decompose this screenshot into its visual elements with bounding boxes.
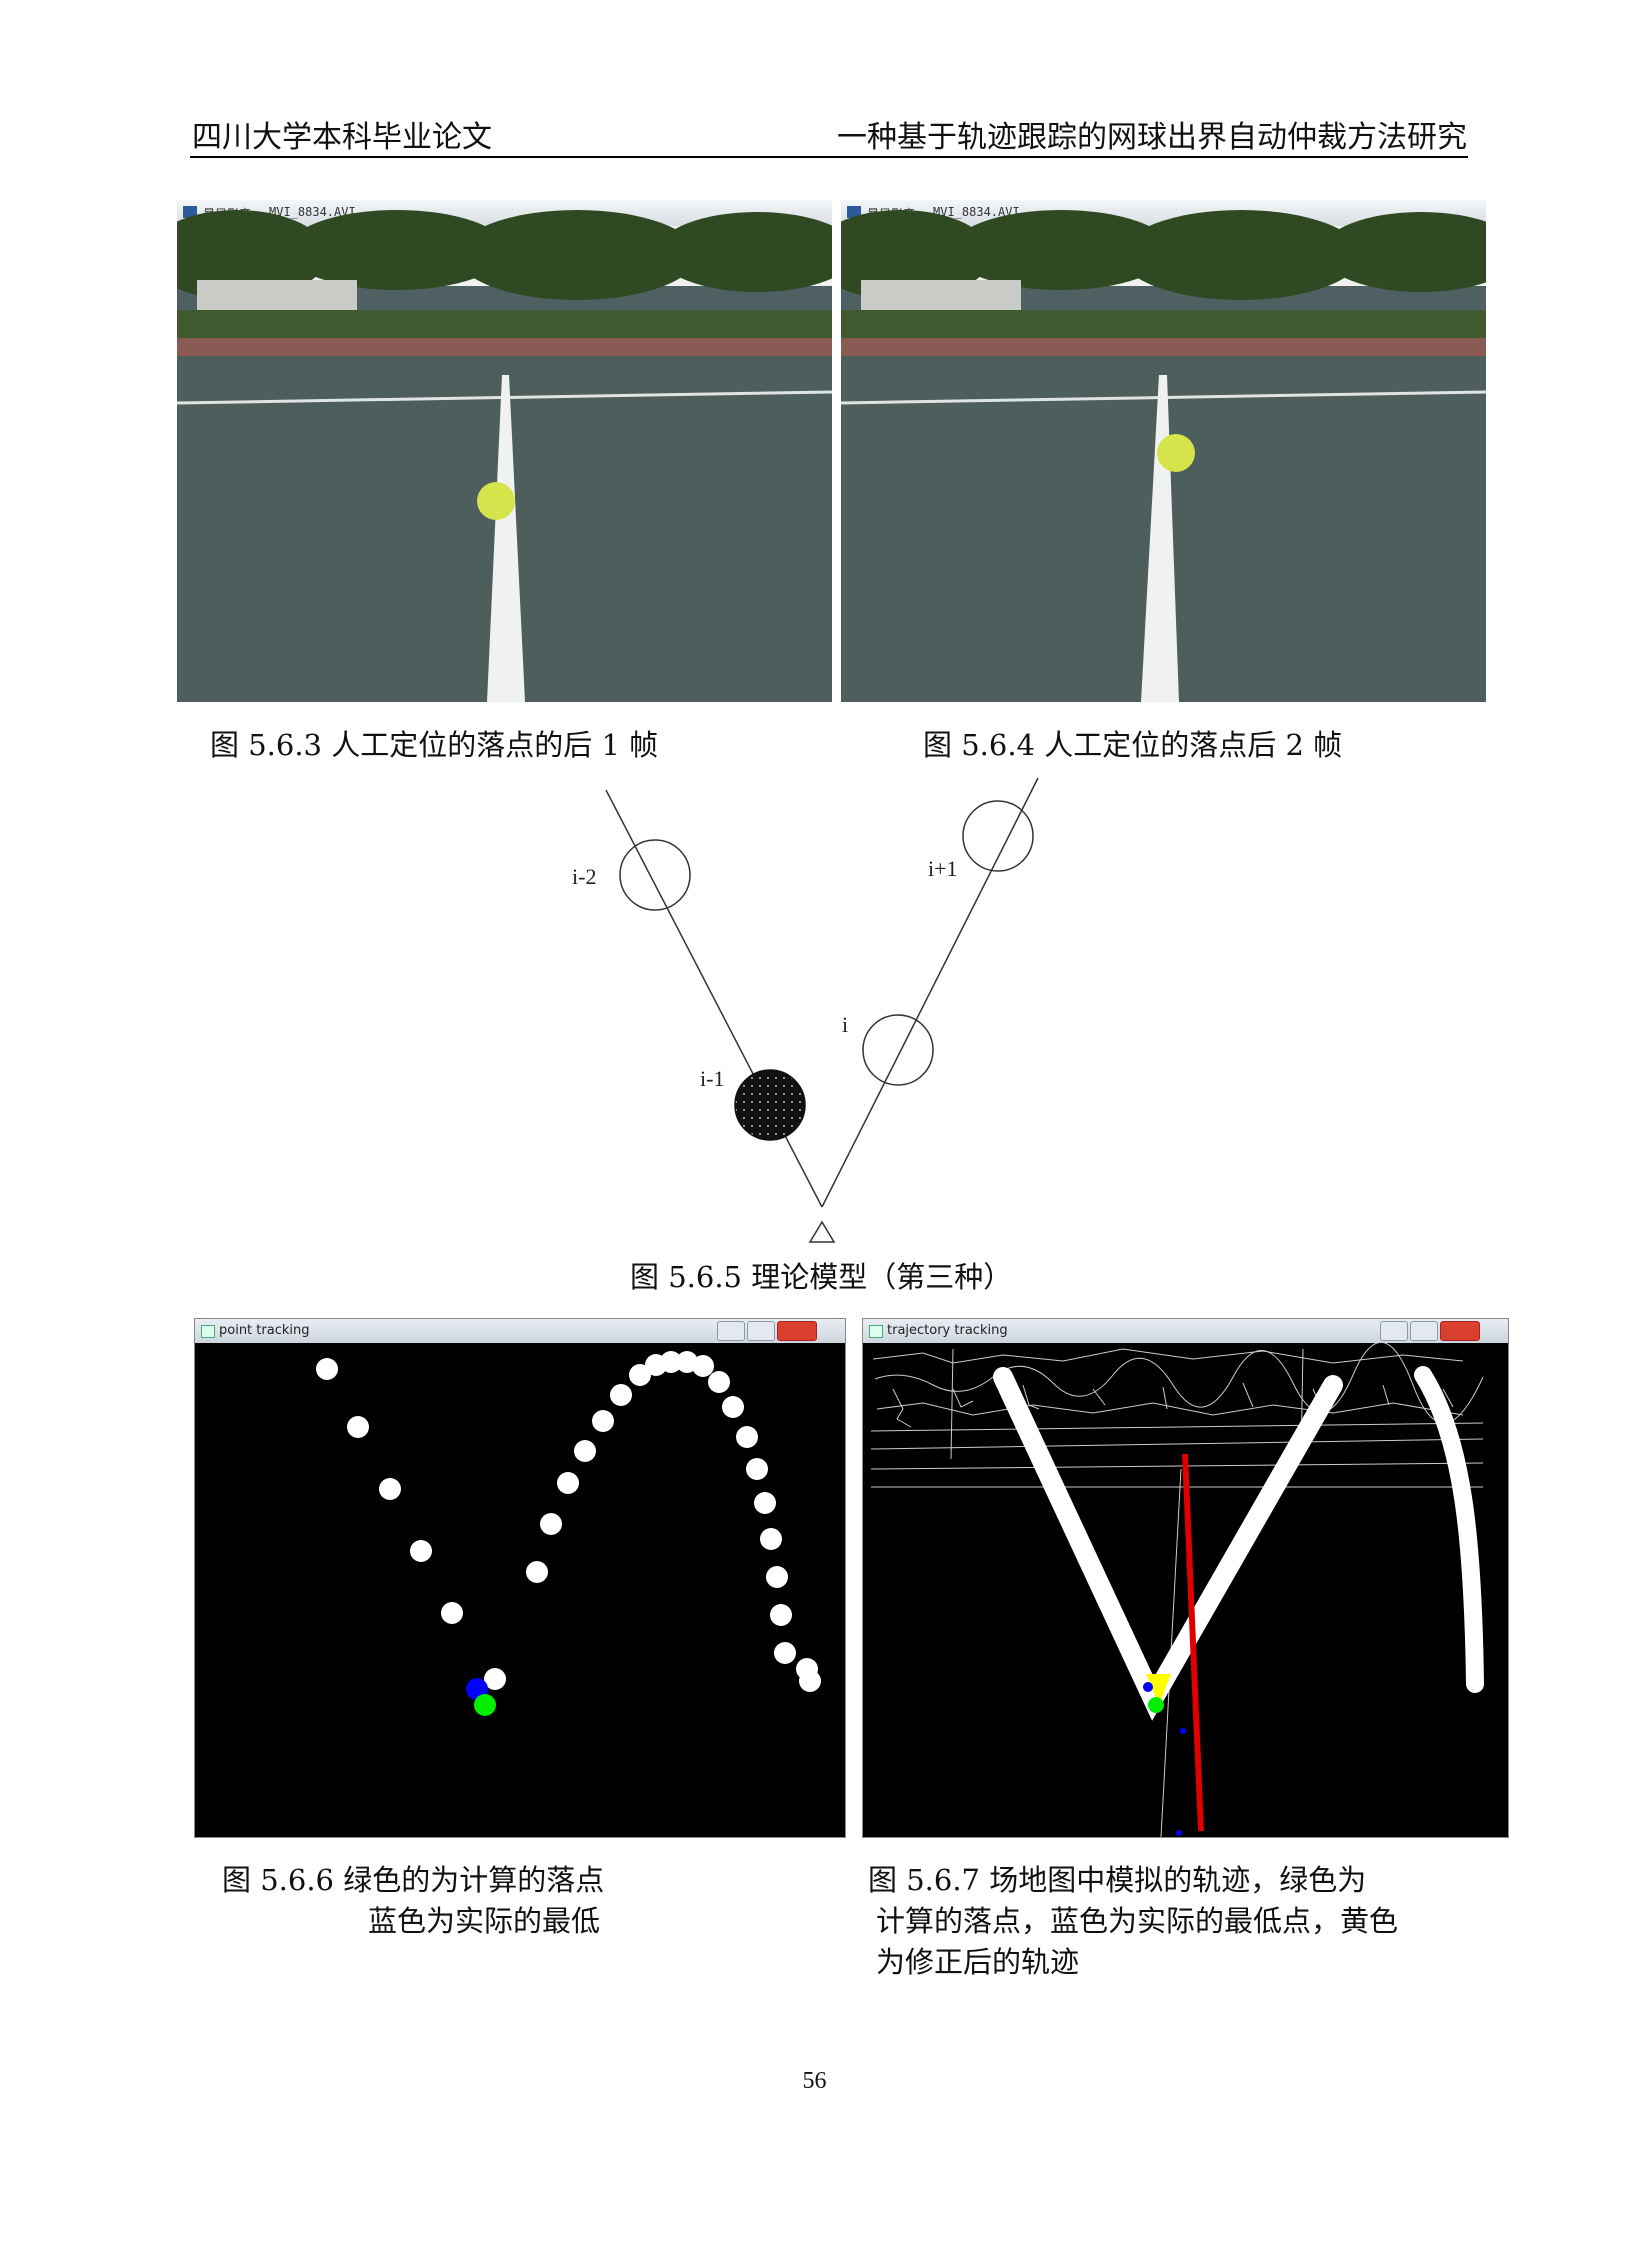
tennis-ball — [477, 482, 515, 520]
close-button[interactable] — [1440, 1321, 1480, 1341]
theoretical-model-diagram: i-2 i+1 i i-1 — [572, 777, 1039, 1243]
ball-position-i — [862, 1014, 934, 1086]
close-button[interactable] — [777, 1321, 817, 1341]
ball-position-i-minus-1 — [734, 1069, 806, 1141]
minimize-button[interactable] — [717, 1321, 745, 1341]
trajectory-plot — [870, 1342, 1484, 1837]
caption-figure-5-6-5: 图 5.6.5 理论模型（第三种） — [630, 1260, 1013, 1294]
landing-point-triangle — [808, 1220, 836, 1243]
video-filename: MVI_8834.AVI — [933, 205, 1020, 219]
ball-position-i-plus-1 — [962, 800, 1034, 872]
caption-figure-5-6-7-line3: 为修正后的轨迹 — [876, 1945, 1080, 1979]
caption-figure-5-6-7-line2: 计算的落点，蓝色为实际的最低点，黄色 — [876, 1904, 1399, 1938]
marker-dot — [1176, 1830, 1182, 1836]
court-scene — [841, 210, 1486, 702]
simulated-trajectory-right — [1414, 1366, 1484, 1693]
court-scene — [177, 210, 832, 702]
tennis-ball — [1157, 434, 1195, 472]
corrected-trajectory-segment — [1146, 1674, 1171, 1705]
player-icon — [847, 206, 861, 218]
maximize-button[interactable] — [1410, 1321, 1438, 1341]
ascending-line — [821, 777, 1039, 1208]
figure-5-6-3-photo: 暴风影音 MVI_8834.AVI — [177, 200, 832, 702]
tracked-ball-points — [316, 1351, 821, 1692]
minimize-button[interactable] — [1380, 1321, 1408, 1341]
caption-figure-5-6-3: 图 5.6.3 人工定位的落点的后 1 帧 — [210, 728, 659, 762]
window-titlebar: trajectory tracking — [863, 1319, 1508, 1343]
marker-dot — [1180, 1728, 1186, 1734]
computed-landing-point — [474, 1694, 496, 1716]
label-i-minus-1: i-1 — [700, 1066, 724, 1091]
window-title: point tracking — [219, 1323, 310, 1338]
actual-lowest-point — [1143, 1682, 1153, 1692]
caption-figure-5-6-4: 图 5.6.4 人工定位的落点后 2 帧 — [923, 728, 1343, 762]
caption-figure-5-6-7-line1: 图 5.6.7 场地图中模拟的轨迹，绿色为 — [868, 1863, 1367, 1897]
video-filename: MVI_8834.AVI — [269, 205, 356, 219]
label-i-plus-1: i+1 — [928, 856, 958, 881]
descending-line — [605, 789, 823, 1208]
header-right: 一种基于轨迹跟踪的网球出界自动仲裁方法研究 — [837, 120, 1467, 155]
header-rule — [190, 156, 1468, 158]
header-left: 四川大学本科毕业论文 — [192, 120, 492, 155]
maximize-button[interactable] — [747, 1321, 775, 1341]
label-i: i — [842, 1012, 848, 1037]
tracked-points-plot — [316, 1351, 821, 1716]
caption-figure-5-6-6-line1: 图 5.6.6 绿色的为计算的落点 — [222, 1863, 605, 1897]
caption-figure-5-6-6-line2: 蓝色为实际的最低 — [368, 1904, 601, 1938]
edge-map-background — [870, 1342, 1484, 1837]
app-icon — [201, 1325, 215, 1338]
ball-position-i-minus-2 — [619, 839, 691, 911]
player-icon — [183, 206, 197, 218]
app-icon — [869, 1325, 883, 1338]
window-titlebar: point tracking — [195, 1319, 845, 1343]
label-i-minus-2: i-2 — [572, 864, 596, 889]
point-tracking-window: point tracking — [194, 1318, 846, 1838]
trajectory-tracking-window: trajectory tracking — [862, 1318, 1509, 1838]
computed-landing-point — [1148, 1697, 1164, 1713]
figure-5-6-4-photo: 暴风影音 MVI_8834.AVI — [841, 200, 1486, 702]
window-title: trajectory tracking — [887, 1323, 1008, 1338]
court-line-marker — [1182, 1453, 1204, 1832]
page-number: 56 — [802, 2068, 827, 2094]
